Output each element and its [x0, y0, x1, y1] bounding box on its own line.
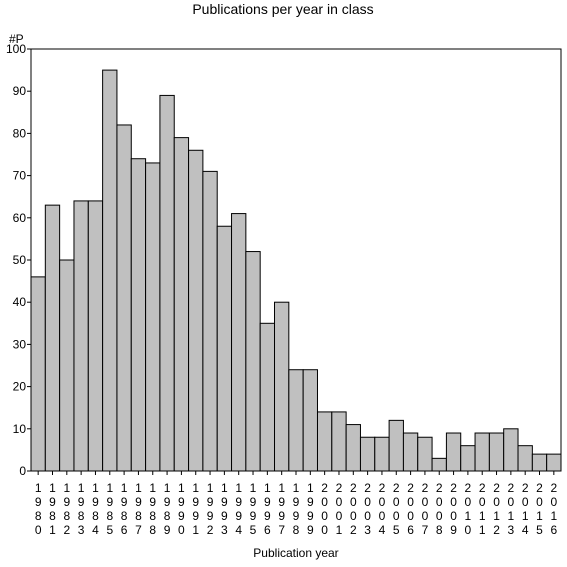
chart-title: Publications per year in class	[192, 1, 373, 17]
x-axis-label: Publication year	[253, 546, 338, 560]
bar-1992	[202, 170, 218, 472]
bar-2008	[431, 457, 447, 472]
y-tick-label: 70	[13, 169, 27, 183]
bar-1981	[44, 204, 61, 472]
bar-1995	[245, 251, 261, 472]
bar-1990	[173, 137, 190, 472]
y-tick-label: 20	[13, 380, 27, 394]
bar-1980	[30, 276, 46, 472]
y-tick-label: 90	[13, 84, 27, 98]
bar-1984	[87, 200, 104, 472]
bar-1983	[73, 200, 89, 472]
y-tick-label: 10	[13, 422, 27, 436]
bar-1999	[302, 369, 318, 472]
bar-2005	[388, 419, 404, 472]
bar-2011	[474, 432, 490, 472]
y-tick-label: 30	[13, 337, 27, 351]
bar-2004	[374, 436, 390, 472]
bar-2014	[517, 445, 533, 472]
y-tick-label: 50	[13, 253, 27, 267]
bar-2013	[503, 428, 519, 472]
y-tick-label: 80	[13, 126, 27, 140]
bar-1987	[130, 158, 147, 472]
bar-2012	[488, 432, 505, 472]
bar-1993	[216, 225, 233, 472]
y-tick-label: 100	[6, 42, 26, 56]
y-tick-label: 0	[19, 464, 26, 478]
y-axis-ticks: 0 10 20 30 40 50 60 70 80 90 100	[6, 42, 31, 478]
x-axis-ticks: 1 9 8 0 1 9 8 1 1 9 8 2 1 9 8 3 1 9 8 4 1 9 8 5 1 9 8 6 1 9 8 7 1 9 8 8 1 9 8 9…	[35, 471, 557, 537]
y-tick-label: 60	[13, 211, 27, 225]
bar-1986	[116, 124, 132, 472]
bar-1996	[259, 322, 276, 472]
bar-2002	[345, 424, 361, 472]
bar-2010	[460, 445, 476, 472]
bars-group	[30, 69, 562, 472]
bar-2009	[445, 432, 462, 472]
bar-1982	[59, 259, 75, 472]
bar-1997	[274, 301, 290, 472]
bar-1994	[231, 213, 247, 472]
bar-1985	[102, 69, 118, 472]
bar-1988	[145, 162, 161, 472]
bar-2007	[417, 436, 433, 472]
y-axis-label: #P	[9, 32, 24, 46]
bar-2015	[531, 453, 548, 472]
bar-2003	[359, 436, 376, 472]
bar-1991	[188, 149, 204, 472]
y-tick-label: 40	[13, 295, 27, 309]
bar-1998	[288, 369, 304, 472]
bar-2016	[546, 453, 562, 472]
bar-1989	[159, 94, 175, 472]
bar-2000	[316, 411, 333, 472]
bar-2006	[402, 432, 419, 472]
bar-2001	[331, 411, 347, 472]
